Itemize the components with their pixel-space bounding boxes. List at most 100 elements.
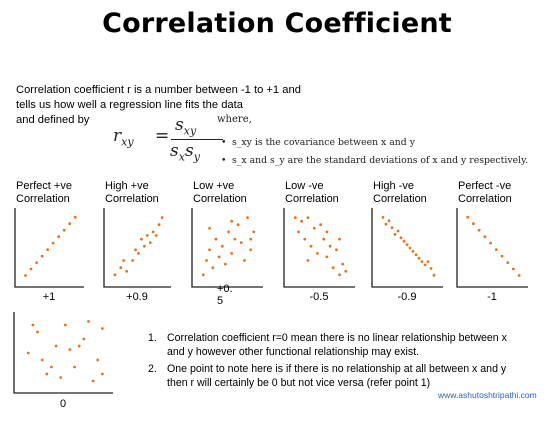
scatter-point [125, 269, 129, 273]
scatter-point [211, 266, 215, 270]
scatter-point [208, 226, 211, 230]
scatter-plot [103, 208, 171, 288]
scatter-point [414, 253, 418, 257]
scatter-point [477, 228, 481, 232]
scatter-point [205, 259, 208, 262]
scatter-point [40, 254, 44, 258]
scatter-plot [371, 208, 443, 288]
scatter-point [239, 241, 243, 244]
correlation-value-label: -0.9 [397, 291, 417, 303]
scatter-point [312, 226, 316, 230]
scatter-point [35, 261, 38, 264]
scatter-point [249, 248, 253, 252]
scatter-point [140, 237, 143, 241]
correlation-value-label: -0.5 [309, 291, 329, 303]
scatter-plot [14, 208, 84, 288]
scatter-plot [13, 312, 113, 394]
scatter-point [293, 216, 297, 219]
scatter-point [51, 241, 55, 245]
scatter-point [472, 222, 475, 226]
scatter-point [402, 239, 406, 243]
scatter-point [77, 344, 81, 348]
scatter-point [224, 262, 227, 266]
scatter-point [87, 320, 90, 323]
scatter-point [316, 252, 319, 255]
scatter-point [96, 358, 100, 362]
scatter-point [309, 244, 313, 248]
scatter-point [319, 223, 322, 227]
scatter-point [82, 337, 86, 341]
scatter-point [220, 244, 224, 248]
scatter-point [489, 241, 492, 245]
scatter-point [68, 348, 72, 351]
scatter-point [494, 248, 498, 251]
scatter-point [390, 226, 394, 229]
scatter-point [432, 273, 436, 277]
scatter-point [246, 216, 249, 219]
panel-title: High -ve Correlation [373, 180, 427, 205]
scatter-point [381, 216, 385, 219]
scatter-point [303, 237, 307, 241]
scatter-point [214, 237, 218, 241]
scatter-point [506, 261, 510, 264]
formula-where: where, [217, 114, 252, 125]
axis-lines [456, 208, 528, 288]
scatter-point [405, 243, 409, 246]
scatter-point [230, 219, 234, 223]
scatter-point [91, 379, 95, 383]
scatter-point [131, 259, 134, 262]
scatter-point [420, 260, 424, 263]
note-line: and y however other functional relations… [167, 346, 420, 358]
scatter-point [306, 216, 310, 219]
scatter-point [157, 223, 161, 227]
formula-fraction-bar [171, 139, 223, 140]
scatter-point [122, 259, 126, 262]
axis-lines [103, 208, 171, 288]
scatter-point [145, 234, 149, 237]
scatter-point [151, 230, 155, 234]
scatter-point [40, 358, 44, 362]
scatter-point [227, 230, 230, 234]
scatter-point [73, 365, 76, 369]
scatter-point [466, 215, 470, 219]
axis-lines [371, 208, 443, 288]
correlation-value-label: -1 [487, 291, 497, 303]
scatter-point [31, 323, 35, 327]
scatter-point [396, 229, 400, 233]
scatter-point [252, 230, 256, 234]
scatter-point [29, 267, 33, 271]
note-line: One point to note here is if there is no… [167, 363, 507, 375]
formula-bullet-covariance: s_xy is the covariance between x and y [221, 137, 415, 148]
scatter-point [45, 372, 49, 376]
formula-equals: = [155, 126, 170, 146]
note-item: 1. Correlation coefficient r=0 mean ther… [148, 331, 548, 359]
scatter-point [57, 235, 61, 239]
scatter-point [54, 344, 58, 348]
formula-numerator: sxy [175, 115, 197, 138]
source-link[interactable]: www.ashutoshtripathi.com [438, 390, 537, 400]
scatter-point [148, 241, 152, 244]
notes-list: 1. Correlation coefficient r=0 mean ther… [148, 331, 548, 393]
correlation-value-label: +0. 5 [217, 283, 233, 307]
scatter-point [411, 250, 415, 253]
scatter-point [50, 365, 53, 369]
scatter-point [236, 223, 240, 227]
scatter-point [341, 262, 345, 266]
scatter-point [73, 215, 77, 219]
scatter-point [331, 266, 335, 270]
scatter-point [338, 237, 341, 241]
formula-bullet-stddev: s_x and s_y are the standard deviations … [221, 155, 528, 166]
scatter-point [384, 222, 388, 226]
scatter-point [344, 269, 348, 273]
scatter-point [59, 376, 63, 379]
scatter-point [101, 327, 104, 330]
correlation-value-label: +0.9 [126, 291, 148, 303]
note-number: 1. [148, 332, 157, 344]
scatter-point [306, 259, 310, 262]
panel-title: Perfect +ve Correlation [16, 180, 72, 205]
scatter-point [408, 246, 412, 250]
scatter-point [26, 351, 30, 355]
scatter-point [335, 248, 338, 252]
axis-lines [283, 208, 355, 288]
axis-lines [14, 208, 84, 288]
